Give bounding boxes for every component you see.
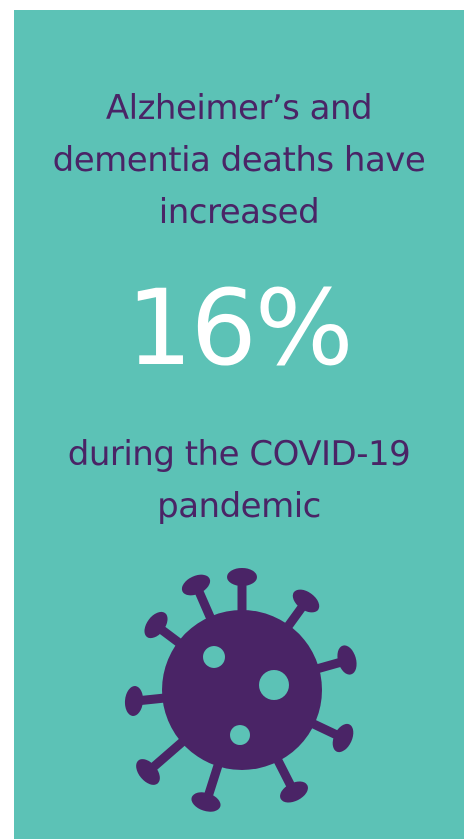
- headline: Alzheimer’s and dementia deaths have inc…: [14, 82, 464, 238]
- infographic-panel: Alzheimer’s and dementia deaths have inc…: [14, 10, 464, 839]
- headline-line-1: Alzheimer’s and: [105, 88, 373, 128]
- headline-line-2: dementia deaths have: [52, 140, 426, 180]
- headline-line-3: increased: [158, 192, 320, 232]
- coronavirus-icon: [124, 568, 357, 812]
- context-text: during the COVID-19 pandemic: [14, 428, 464, 532]
- context-line-2: pandemic: [157, 486, 321, 526]
- stat-value: 16%: [126, 267, 353, 389]
- context-line-1: during the COVID-19: [67, 434, 411, 474]
